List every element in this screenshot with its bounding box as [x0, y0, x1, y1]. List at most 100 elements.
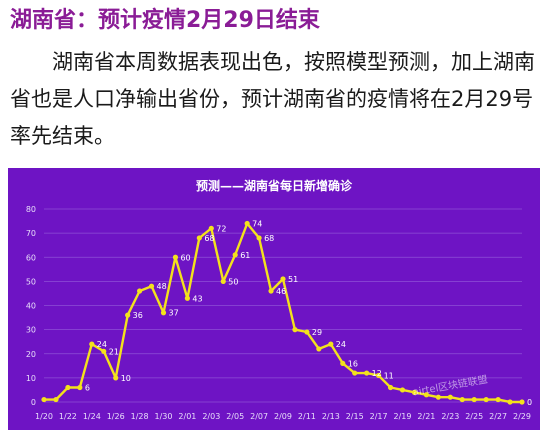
x-tick-label: 1/22 [59, 412, 77, 421]
data-label: 46 [276, 287, 286, 296]
data-label: 10 [121, 374, 131, 383]
data-label: 60 [180, 253, 190, 262]
data-label: 36 [133, 311, 143, 320]
data-label: 48 [157, 282, 167, 291]
data-label: 74 [252, 219, 262, 228]
data-point [423, 392, 429, 398]
data-points [41, 220, 525, 405]
data-point [387, 384, 394, 391]
data-point [435, 394, 441, 400]
x-tick-label: 2/29 [513, 412, 531, 421]
x-tick-label: 2/07 [250, 412, 268, 421]
data-point [137, 288, 143, 294]
x-tick-label: 2/25 [465, 412, 483, 421]
data-label: 72 [216, 224, 226, 233]
data-label: 12 [372, 369, 382, 378]
data-point [101, 348, 107, 354]
x-tick-label: 1/28 [131, 412, 149, 421]
x-tick-label: 2/19 [394, 412, 412, 421]
data-point [316, 346, 322, 352]
data-label: 24 [97, 340, 107, 349]
data-point [244, 220, 250, 227]
x-tick-label: 2/05 [226, 412, 244, 421]
data-point [53, 396, 59, 403]
data-point [483, 396, 489, 403]
x-tick-label: 2/01 [178, 412, 196, 421]
data-point [172, 254, 179, 260]
data-label: 43 [192, 294, 202, 303]
data-point [519, 399, 525, 405]
data-point [196, 235, 202, 241]
data-label: 61 [240, 251, 250, 260]
data-point [125, 312, 131, 318]
data-label: 24 [336, 340, 346, 349]
chart-title: 预测——湖南省每日新增确诊 [196, 178, 353, 193]
headline: 湖南省：预计疫情2月29日结束 [10, 8, 320, 33]
article-paragraph: 湖南省本周数据表现出色，按照模型预测，加上湖南省也是人口净输出省份，预计湖南省的… [10, 44, 542, 155]
data-label: 50 [228, 277, 238, 286]
x-tick-label: 1/30 [155, 412, 173, 421]
data-point [495, 396, 501, 403]
data-label: 68 [204, 234, 214, 243]
data-point [411, 389, 418, 395]
y-axis-ticks: 0 10 20 30 40 50 60 70 80 [26, 205, 36, 407]
data-label: 68 [264, 234, 274, 243]
series-line [44, 222, 522, 404]
x-tick-label: 1/20 [35, 412, 53, 421]
data-point [292, 327, 298, 333]
data-point [352, 370, 358, 376]
data-point [160, 310, 167, 316]
y-tick-label: 30 [26, 326, 36, 335]
y-tick-label: 10 [26, 374, 36, 383]
data-label: 0 [527, 398, 532, 407]
x-tick-label: 2/13 [322, 412, 340, 421]
data-point [184, 295, 190, 301]
x-tick-label: 2/27 [489, 412, 507, 421]
series-line-layer [44, 222, 522, 404]
paragraph-text: 湖南省本周数据表现出色，按照模型预测，加上湖南省也是人口净输出省份，预计湖南省的… [10, 50, 535, 148]
x-tick-label: 2/09 [274, 412, 292, 421]
data-point [447, 394, 453, 400]
x-tick-label: 1/26 [107, 412, 125, 421]
data-point [220, 278, 226, 284]
data-point [340, 360, 346, 366]
x-axis-ticks: 1/20 1/22 1/24 1/26 1/28 1/30 2/01 2/03 2/05 2/07… [35, 412, 531, 421]
y-tick-label: 80 [26, 205, 36, 214]
data-label: 29 [312, 328, 322, 337]
data-label: 6 [85, 384, 90, 393]
chart-panel: 预测——湖南省每日新增确诊 0 10 20 30 40 50 60 70 80 1/20 1/22… [8, 168, 540, 430]
y-tick-label: 0 [31, 398, 36, 407]
data-label: 51 [288, 275, 298, 284]
data-point [399, 387, 406, 393]
data-point [328, 341, 334, 347]
data-point [304, 329, 310, 335]
data-point [459, 396, 465, 403]
data-point [77, 384, 83, 391]
data-point [113, 375, 119, 381]
data-label: 37 [169, 309, 179, 318]
data-point [364, 370, 370, 376]
data-point [89, 341, 95, 347]
data-label: 21 [109, 347, 119, 356]
data-point [41, 396, 47, 403]
x-tick-label: 2/23 [441, 412, 459, 421]
data-point [471, 396, 477, 403]
data-label: 16 [348, 359, 358, 368]
data-point [280, 276, 286, 282]
x-tick-label: 2/15 [346, 412, 364, 421]
y-tick-label: 60 [26, 253, 36, 262]
data-point [65, 384, 71, 391]
x-tick-label: 1/24 [83, 412, 101, 421]
x-tick-label: 2/03 [202, 412, 220, 421]
x-tick-label: 2/11 [298, 412, 316, 421]
x-tick-label: 2/17 [370, 412, 388, 421]
data-label: 11 [384, 371, 394, 380]
data-point [148, 283, 155, 289]
y-tick-label: 20 [26, 350, 36, 359]
x-tick-label: 2/21 [417, 412, 435, 421]
y-tick-label: 70 [26, 229, 36, 238]
data-point [232, 252, 238, 258]
data-point [208, 225, 214, 231]
data-labels: 6242110364837604368725061746846512924161… [85, 219, 532, 407]
data-point [507, 399, 513, 405]
